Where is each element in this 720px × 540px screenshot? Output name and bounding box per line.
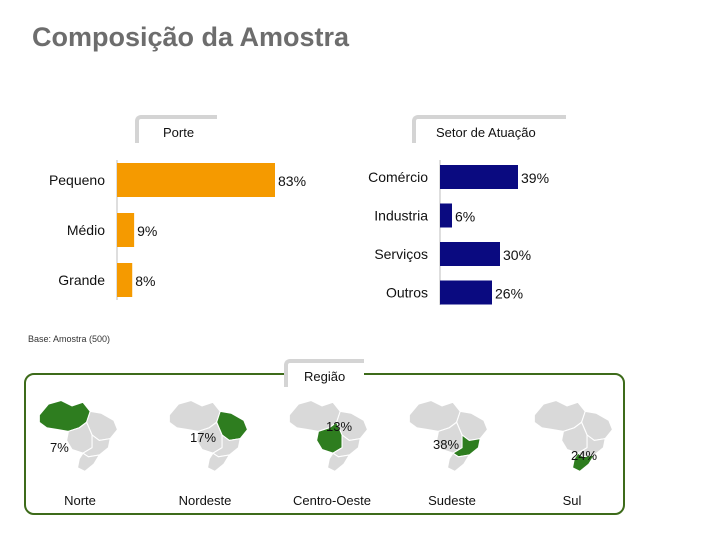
brazil-map-nordeste [168,399,249,473]
region-value-norte: 7% [50,440,69,455]
brazil-map-sul [533,399,614,473]
map-shape-sul [206,452,231,473]
brazil-map-centro-oeste [288,399,369,473]
porte-bar-grande [117,263,133,297]
setor-category-comercio: Comércio [368,169,428,185]
region-title: Região [304,369,346,384]
porte-value-medio: 9% [137,223,157,239]
porte-category-medio: Médio [67,222,105,238]
porte-value-grande: 8% [135,273,155,289]
setor-category-outros: Outros [386,285,428,301]
map-shape-sul [76,452,101,473]
region-label-norte: Norte [64,493,96,508]
region-value-nordeste: 17% [190,430,217,445]
porte-bar-medio [117,213,135,247]
region-label-sudeste: Sudeste [428,493,476,508]
setor-bar-outros [440,280,492,305]
region-label-nordeste: Nordeste [178,493,232,508]
setor-tab: Setor de Atuação [412,115,566,143]
region-label-sul: Sul [562,493,582,508]
map-shape-sul [571,452,596,473]
setor-bar-industria [440,203,452,228]
brazil-map-norte [38,399,119,473]
setor-chart-title: Setor de Atuação [436,125,536,140]
region-value-sudeste: 38% [433,437,460,452]
region-value-sul: 24% [571,448,598,463]
setor-category-industria: Industria [374,208,428,224]
map-norte [30,395,125,475]
setor-value-comercio: 39% [521,170,549,186]
page-title: Composição da Amostra [32,22,350,52]
bar-charts: Pequeno 83% Médio 9% Grande 8% Comércio 39% Indu… [49,160,549,305]
porte-chart-title: Porte [163,125,195,140]
setor-value-industria: 6% [455,209,475,225]
map-shape-sul [326,452,351,473]
region-value-centro-oeste: 13% [326,419,353,434]
setor-bar-servicos [440,242,500,266]
porte-category-pequeno: Pequeno [49,172,105,188]
setor-bar-comercio [440,165,518,189]
region-tab: Região [284,359,364,387]
base-note: Base: Amostra (500) [28,334,111,344]
porte-value-pequeno: 83% [278,173,306,189]
porte-tab: Porte [135,115,217,143]
region-label-centro-oeste: Centro-Oeste [292,493,372,508]
map-nordeste [160,395,255,475]
setor-category-servicos: Serviços [374,246,428,262]
brazil-map-sudeste [408,399,489,473]
map-shape-sul [446,452,471,473]
map-centro-oeste [280,395,375,475]
porte-category-grande: Grande [58,272,105,288]
map-sul [525,395,620,475]
setor-value-outros: 26% [495,286,523,302]
porte-bar-pequeno [117,163,275,197]
setor-value-servicos: 30% [503,247,531,263]
map-sudeste [400,395,495,475]
